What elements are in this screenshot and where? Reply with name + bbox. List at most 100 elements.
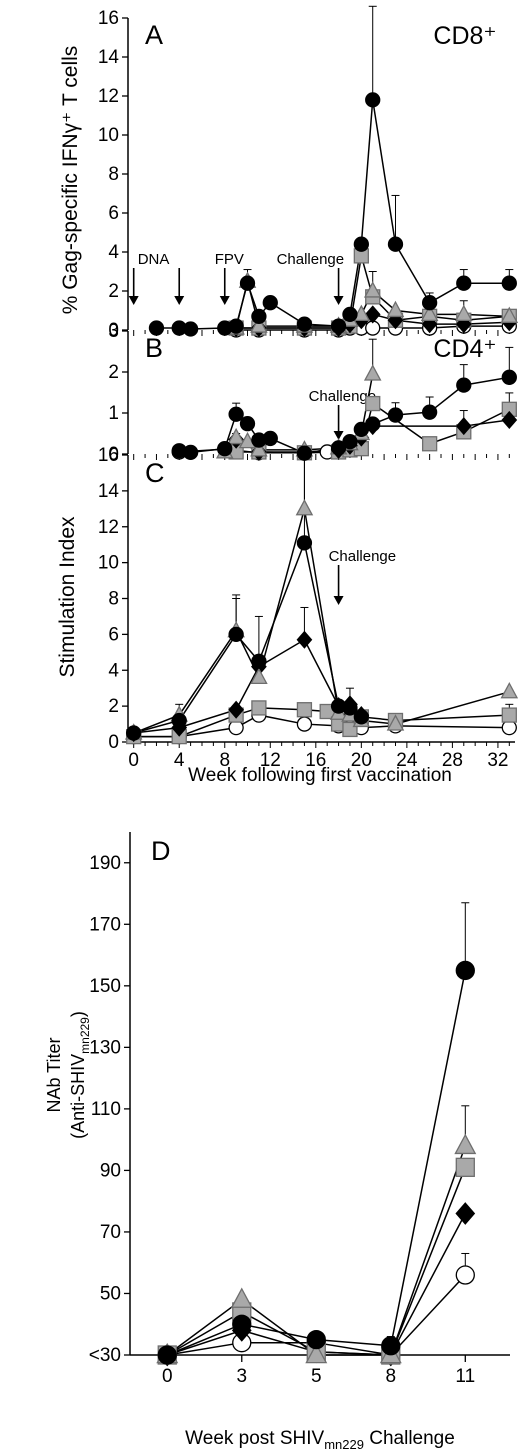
panel-title: CD8⁺ [433, 22, 496, 50]
panel-letter: B [145, 333, 163, 363]
data-point-diamond-filled [455, 1202, 476, 1225]
y-tick-label: 12 [98, 86, 119, 107]
data-point-circle-filled [232, 1314, 252, 1334]
arrow-label: DNA [138, 251, 170, 268]
data-point-circle-filled [217, 441, 233, 457]
data-point-circle-filled [306, 1329, 326, 1350]
x-tick-label: 8 [385, 1366, 396, 1387]
data-point-circle-filled [171, 712, 187, 729]
y-tick-label: 6 [108, 203, 119, 224]
data-point-square-gray [501, 707, 517, 723]
arrow-head [333, 431, 344, 440]
x-tick-label: 24 [396, 750, 418, 771]
data-point-circle-filled [501, 275, 517, 291]
data-point-triangle-gray [295, 499, 314, 516]
arrow-head [174, 296, 185, 305]
y-tick-label: 90 [100, 1160, 121, 1181]
shared-y-axis-label: % Gag-specific IFNγ⁺ T cells [59, 46, 82, 315]
y-tick-label: 190 [89, 853, 121, 874]
data-point-circle-filled [365, 92, 381, 108]
y-tick-label: 10 [98, 553, 119, 574]
y-tick-label: 4 [108, 660, 119, 681]
data-point-circle-filled [296, 316, 313, 332]
arrow-head [333, 296, 344, 305]
arrow-head [219, 296, 230, 305]
data-point-diamond-filled [364, 305, 381, 324]
data-point-triangle-gray [227, 427, 245, 445]
y-tick-label: 170 [89, 914, 121, 935]
data-point-circle-filled [262, 295, 278, 311]
arrow-label: Challenge [309, 388, 377, 405]
y-tick-label: 0 [108, 732, 119, 753]
data-point-triangle-gray [230, 1287, 253, 1308]
y-tick-label: 70 [100, 1222, 121, 1243]
data-point-square-gray [421, 436, 438, 452]
data-point-circle-filled [421, 404, 438, 420]
y-tick-label: 3 [108, 321, 119, 342]
y-axis-label-d-sub: mn229 [78, 1017, 92, 1054]
data-point-square-gray [251, 700, 267, 716]
data-point-square-gray [455, 1157, 475, 1177]
data-point-circle-filled [501, 369, 517, 385]
y-axis-label-d-line1: NAb Titer [44, 1037, 64, 1112]
data-point-circle-filled [421, 295, 438, 311]
data-point-square-gray [365, 395, 381, 412]
y-axis-label-d-line2: (Anti-SHIV [68, 1054, 88, 1139]
panel-letter: D [151, 836, 171, 866]
data-point-circle-open [228, 720, 244, 736]
data-point-circle-filled [387, 236, 404, 252]
data-point-circle-filled [228, 626, 244, 643]
data-point-circle-filled [157, 1345, 177, 1365]
arrow-head [333, 596, 344, 605]
data-point-triangle-gray [305, 1342, 328, 1364]
data-point-circle-filled [330, 318, 347, 334]
x-axis-label-d-pre: Week post SHIV [185, 1428, 324, 1449]
data-point-triangle-gray [386, 300, 405, 318]
arrow-label: FPV [215, 251, 244, 268]
data-point-circle-filled [342, 306, 358, 323]
x-axis-label-d-sub: mn229 [324, 1437, 364, 1452]
data-point-triangle-gray [250, 316, 268, 333]
x-axis-label-c: Week following first vaccination [188, 765, 452, 786]
y-tick-label: 16 [98, 445, 119, 466]
y-tick-label: <30 [89, 1345, 121, 1366]
data-point-circle-filled [296, 535, 313, 551]
series-line-circle-open [133, 714, 510, 738]
data-point-circle-filled [365, 416, 381, 432]
data-point-circle-filled [353, 709, 369, 725]
y-tick-label: 0 [108, 444, 119, 465]
y-tick-label: 4 [108, 242, 119, 263]
chart-panel-a: 0 2 4 6 8 10 12 14 16 A CD8⁺ DNA FPV Challenge [98, 5, 519, 341]
data-point-diamond-filled [501, 410, 518, 430]
y-tick-label: 2 [108, 696, 119, 717]
series-group [156, 902, 477, 1367]
panel-title: CD4⁺ [433, 335, 496, 363]
x-tick-label: 16 [305, 750, 326, 771]
data-point-circle-filled [228, 406, 244, 422]
data-point-circle-filled [148, 320, 165, 336]
y-tick-label: 0 [108, 320, 119, 341]
x-tick-label: 12 [260, 750, 281, 771]
x-tick-label: 8 [219, 750, 230, 771]
y-tick-label: 130 [89, 1037, 121, 1058]
data-point-circle-filled [239, 416, 256, 432]
data-point-circle-filled [126, 725, 142, 741]
x-tick-label: 28 [442, 750, 463, 771]
data-point-circle-filled [182, 444, 199, 461]
y-tick-label: 16 [98, 8, 119, 29]
data-point-circle-filled [182, 321, 199, 337]
chart-panel-d: <30 50 70 90 110 130 150 170 190 0 3 5 8 11 D [89, 832, 510, 1387]
series-group [171, 338, 518, 461]
x-tick-label: 5 [311, 1366, 322, 1387]
data-point-circle-filled [342, 700, 358, 716]
y-tick-label: 1 [108, 403, 119, 424]
data-point-circle-filled [381, 1336, 401, 1356]
arrow-label: Challenge [329, 548, 397, 565]
panel-letter: C [145, 458, 165, 488]
data-point-circle-filled [456, 377, 472, 393]
y-tick-label: 6 [108, 624, 119, 645]
data-point-circle-filled [342, 434, 358, 450]
data-point-triangle-gray [363, 281, 382, 298]
data-point-circle-filled [455, 960, 475, 981]
